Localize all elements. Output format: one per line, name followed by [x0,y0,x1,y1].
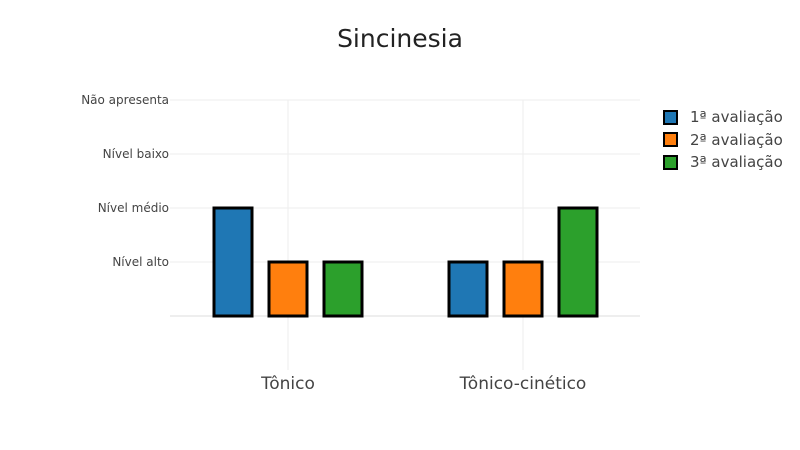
legend-label: 1ª avaliação [690,108,783,127]
chart-title: Sincinesia [337,24,463,53]
x-tick-label: Tônico-cinético [459,374,587,394]
bar[interactable] [322,260,364,318]
legend-label: 3ª avaliação [690,153,783,172]
bar[interactable] [557,206,599,318]
legend-item[interactable]: 1ª avaliação [663,106,783,129]
legend-swatch [663,132,678,148]
legend-swatch [663,109,678,125]
bar[interactable] [447,260,489,318]
legend-label: 2ª avaliação [690,130,783,149]
y-tick-label: Não apresenta [81,93,169,107]
y-tick-label: Nível baixo [103,147,169,161]
bar[interactable] [212,206,254,318]
labels-layer: Nível alto Nível médio Nível baixo Não apre… [81,93,586,394]
bars-layer [212,206,599,318]
legend-swatch [663,154,678,170]
bar[interactable] [502,260,544,318]
bar[interactable] [267,260,309,318]
x-tick-label: Tônico [260,374,315,394]
legend: 1ª avaliação 2ª avaliação 3ª avaliação [663,106,783,174]
legend-item[interactable]: 2ª avaliação [663,129,783,152]
legend-item[interactable]: 3ª avaliação [663,151,783,174]
y-tick-label: Nível alto [112,255,169,269]
y-tick-label: Nível médio [98,201,169,215]
